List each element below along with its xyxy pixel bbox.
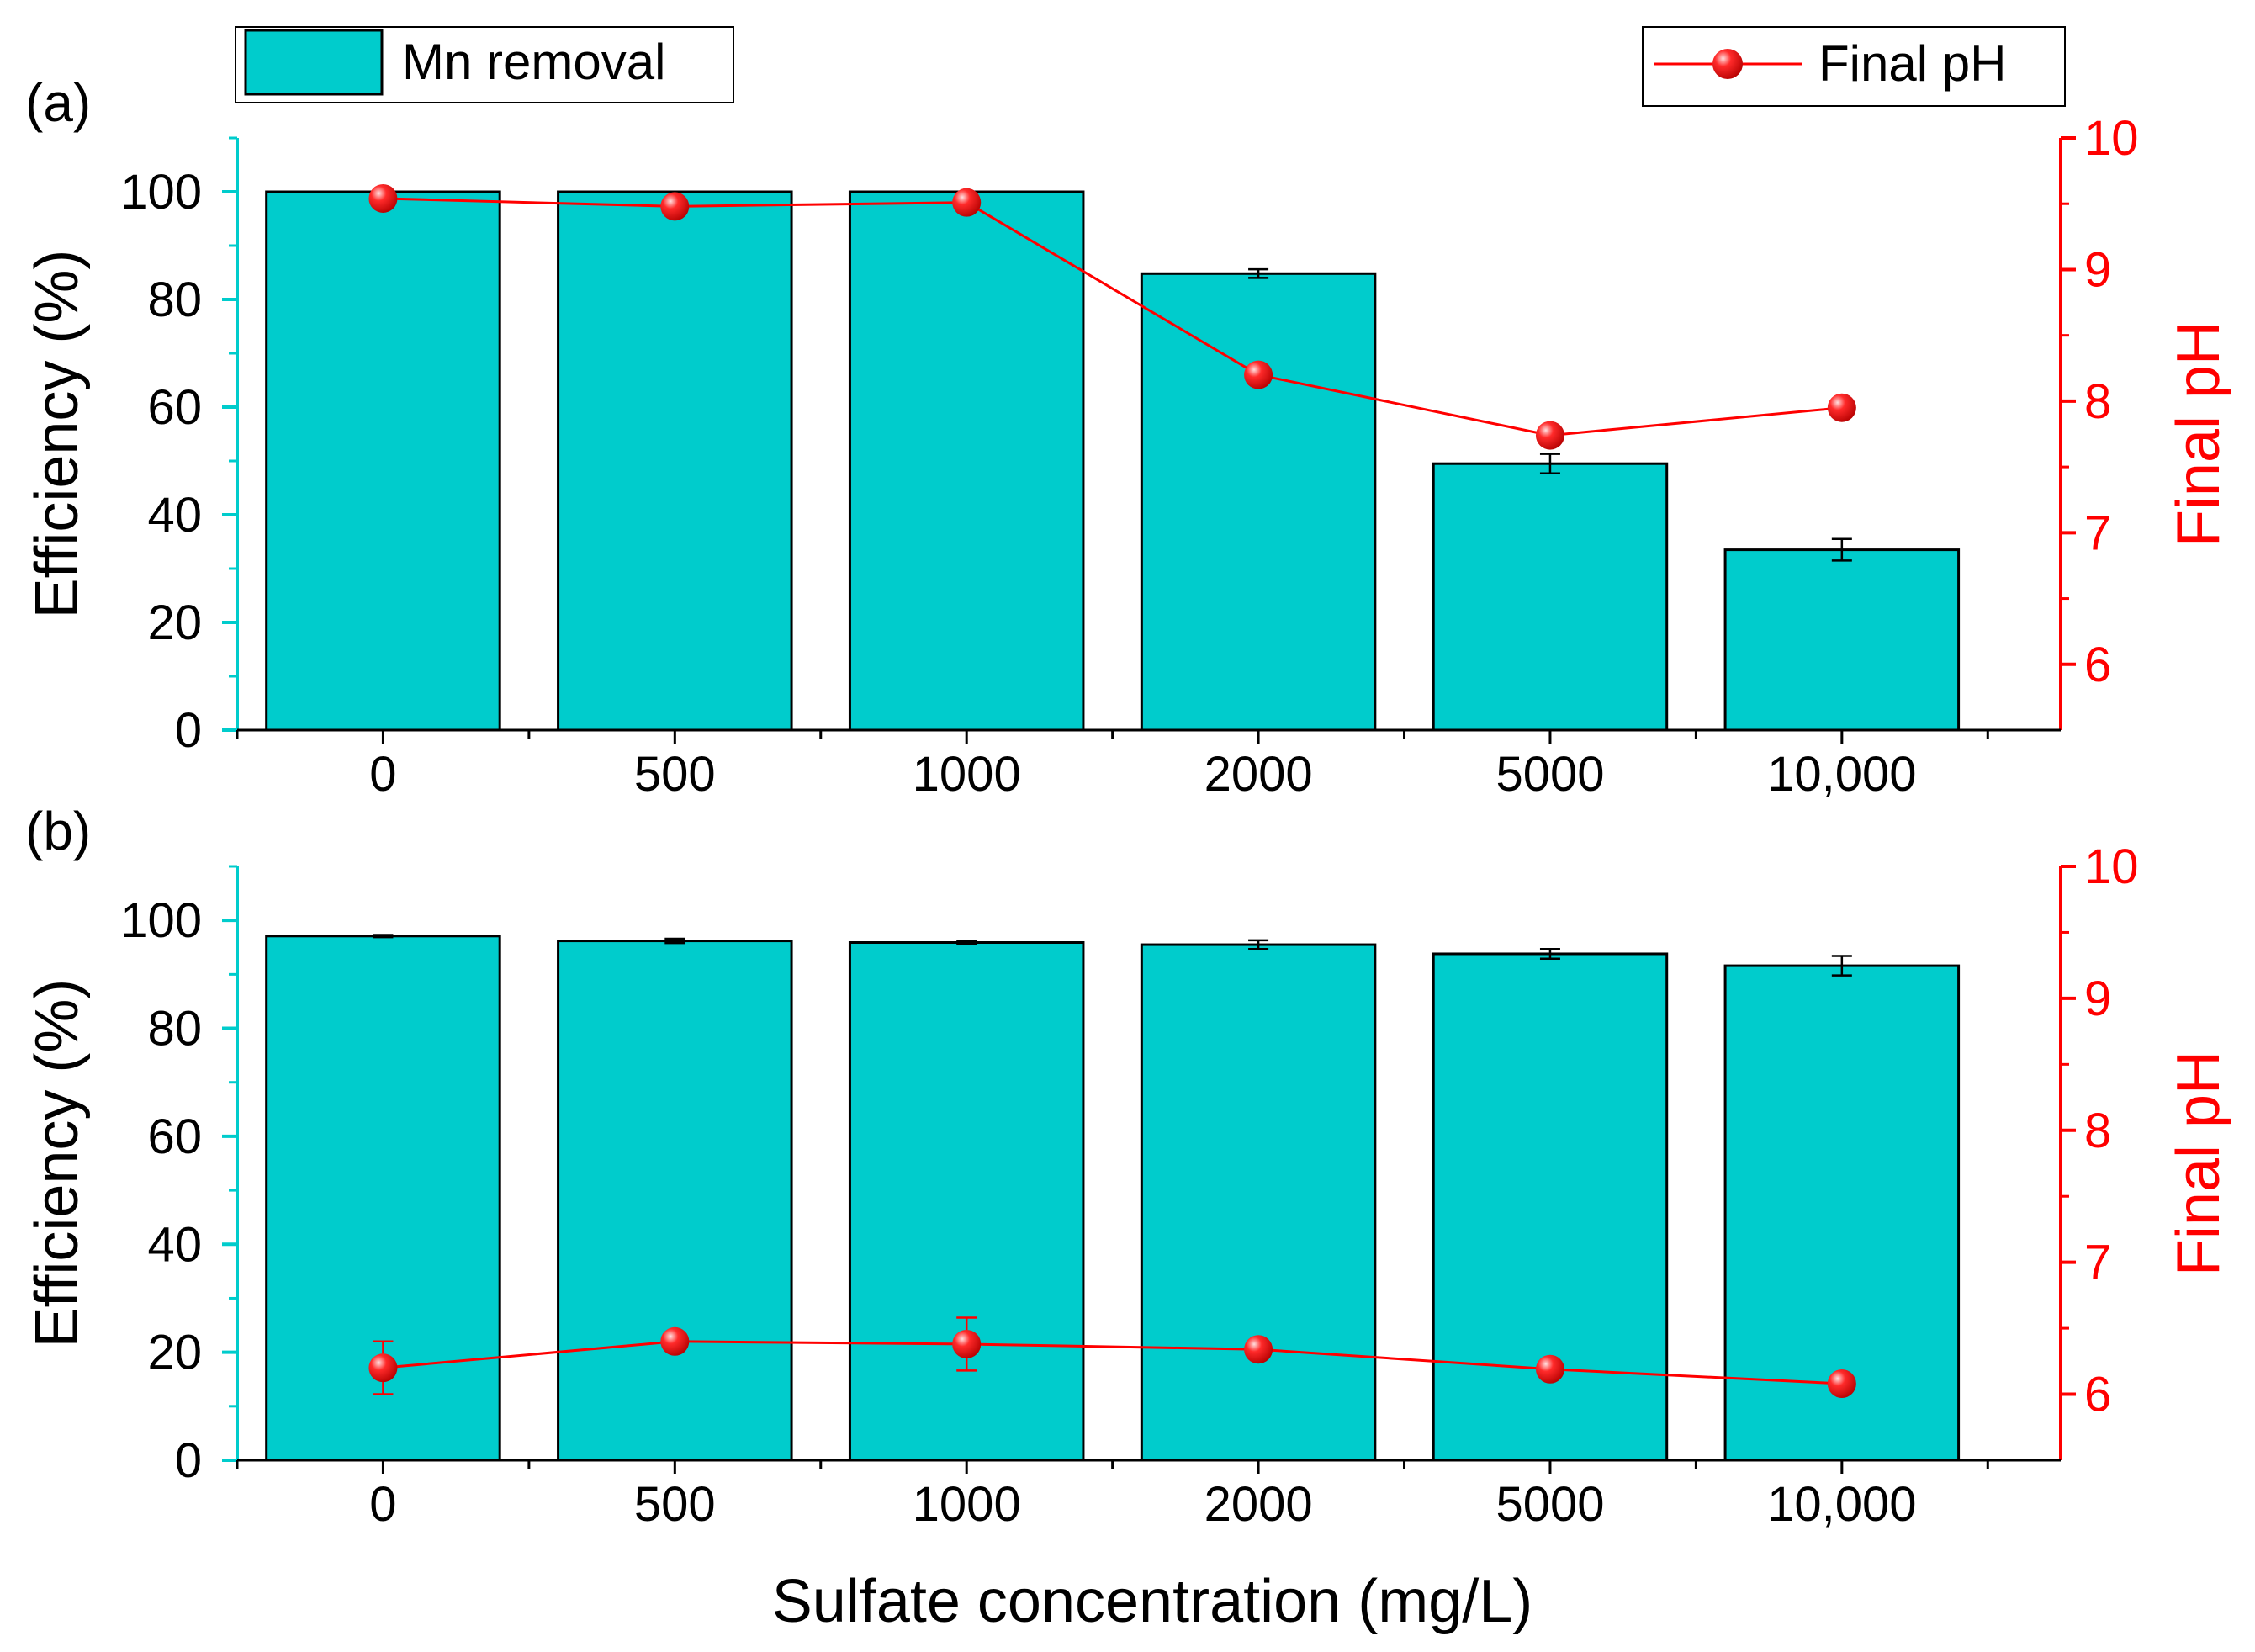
right-tick-label: 6: [2084, 1368, 2111, 1422]
ph-point-2000: [1244, 1335, 1273, 1364]
bar-error-1000: [956, 940, 977, 945]
legend-bar: Mn removal: [235, 26, 734, 103]
left-tick-label: 100: [120, 165, 202, 220]
left-axis-title: Efficiency (%): [24, 979, 91, 1348]
ph-point-500: [660, 1326, 690, 1356]
bar-error-0: [373, 934, 394, 939]
right-tick-label: 7: [2084, 1236, 2111, 1290]
panel-label: (b): [25, 801, 91, 861]
panel-label: (a): [25, 72, 91, 133]
x-tick-label-5000: 5000: [1495, 1477, 1604, 1532]
right-tick-label: 9: [2084, 242, 2111, 297]
bar-error-2000: [1248, 267, 1269, 279]
bar-1000: [848, 190, 1085, 732]
left-tick-label: 60: [147, 380, 202, 435]
right-tick-label: 9: [2084, 972, 2111, 1026]
left-tick-label: 100: [120, 893, 202, 948]
left-tick-label: 0: [175, 1433, 202, 1488]
x-tick-label-2000: 2000: [1204, 1477, 1313, 1532]
legend-line-label: Final pH: [1818, 35, 2006, 92]
right-tick-label: 8: [2084, 1104, 2111, 1158]
legend-bar-swatch: [244, 29, 384, 96]
x-tick-label-1000: 1000: [913, 747, 1021, 802]
right-axis-title: Final pH: [2165, 1051, 2232, 1276]
left-tick-label: 40: [147, 1217, 202, 1272]
left-tick-label: 20: [147, 1326, 202, 1380]
right-tick-label: 6: [2084, 638, 2111, 692]
bar-error-5000: [1539, 453, 1560, 474]
bar-0: [265, 190, 501, 732]
bar-500: [557, 190, 793, 732]
ph-point-5000: [1535, 1354, 1564, 1384]
x-tick-label-5000: 5000: [1495, 747, 1604, 802]
bar-500: [557, 940, 793, 1462]
ph-line: [383, 1340, 1842, 1385]
ph-point-0: [368, 183, 398, 213]
legend-line: Final pH: [1642, 26, 2066, 107]
ph-line: [383, 197, 1842, 437]
bar-error-10,000: [1831, 955, 1852, 977]
left-tick-label: 80: [147, 273, 202, 327]
x-tick-label-500: 500: [634, 1477, 716, 1532]
left-tick-label: 20: [147, 596, 202, 650]
left-tick-label: 60: [147, 1109, 202, 1164]
x-tick-label-2000: 2000: [1204, 747, 1313, 802]
left-tick-label: 40: [147, 488, 202, 543]
right-tick-label: 8: [2084, 374, 2111, 429]
x-tick-label-1000: 1000: [913, 1477, 1021, 1532]
ph-point-500: [660, 192, 690, 221]
right-tick-label: 10: [2084, 839, 2139, 894]
bar-5000: [1432, 462, 1669, 732]
x-tick-label-10,000: 10,000: [1767, 1477, 1916, 1532]
x-axis-title: Sulfate concentration (mg/L): [772, 1568, 1532, 1635]
bar-1000: [848, 940, 1085, 1462]
legend-bar-label: Mn removal: [402, 34, 665, 90]
bar-2000: [1140, 272, 1377, 732]
ph-point-2000: [1244, 360, 1273, 389]
x-tick-label-0: 0: [369, 747, 396, 802]
legend-line-marker: [1712, 49, 1743, 79]
ph-point-5000: [1535, 421, 1564, 450]
bar-error-5000: [1539, 947, 1560, 961]
bar-error-10,000: [1831, 537, 1852, 562]
x-tick-label-10,000: 10,000: [1767, 747, 1916, 802]
ph-point-10,000: [1827, 1369, 1856, 1399]
ph-point-10,000: [1827, 393, 1856, 422]
x-tick-label-500: 500: [634, 747, 716, 802]
ph-point-1000: [952, 1329, 982, 1358]
ph-point-1000: [952, 188, 982, 217]
bar-error-500: [664, 937, 685, 945]
ph-point-0: [368, 1353, 398, 1383]
right-axis-title: Final pH: [2165, 321, 2232, 547]
x-tick-label-0: 0: [369, 1477, 396, 1532]
right-tick-label: 7: [2084, 506, 2111, 560]
left-tick-label: 0: [175, 703, 202, 758]
left-tick-label: 80: [147, 1002, 202, 1056]
right-tick-label: 10: [2084, 111, 2139, 166]
bar-2000: [1140, 943, 1377, 1462]
bar-5000: [1432, 952, 1669, 1462]
left-axis-title: Efficiency (%): [24, 250, 91, 619]
bar-error-2000: [1248, 939, 1269, 950]
bar-10,000: [1723, 548, 1961, 732]
